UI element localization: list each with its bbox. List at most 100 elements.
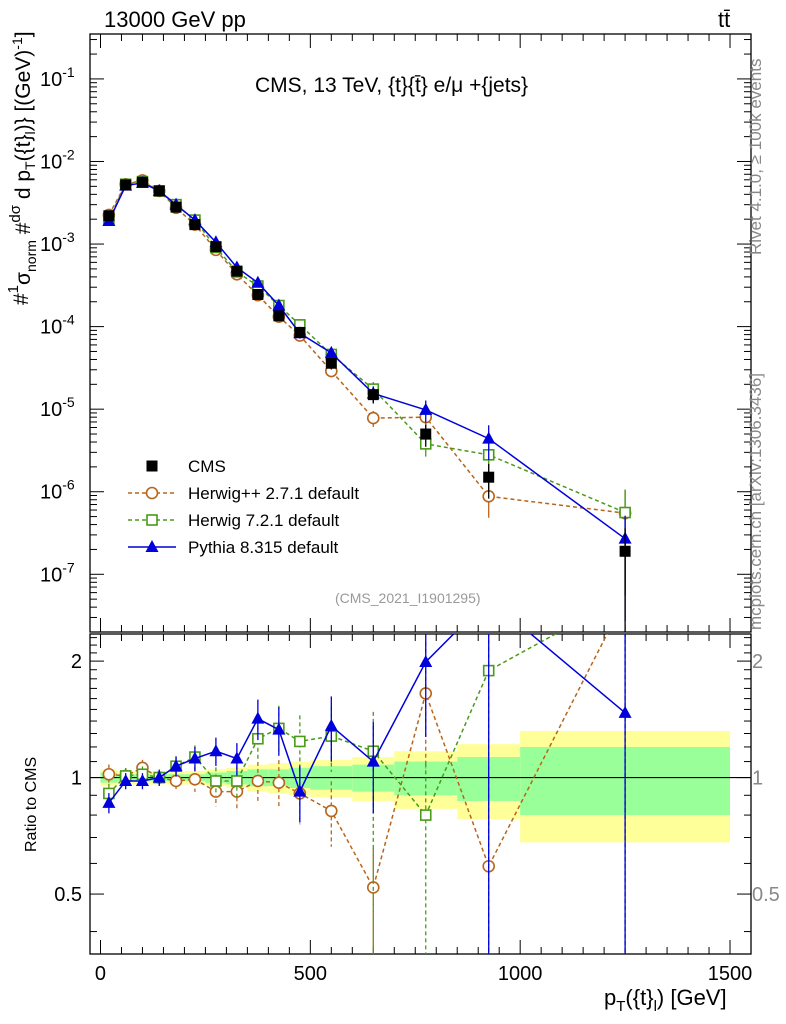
- marker-open-square: [419, 809, 432, 821]
- final-state-label: tt̄: [718, 7, 730, 32]
- main-y-axis-label: #1σnorm #dσ d pT({t}l)} [(GeV)-1]: [5, 31, 39, 305]
- marker-triangle: [618, 705, 632, 718]
- marker-square: [252, 288, 264, 300]
- marker-triangle: [251, 711, 265, 724]
- marker-triangle: [293, 784, 307, 797]
- y-label-dsigma: dσ: [7, 204, 24, 222]
- main-y-tick-label: 10-4: [40, 312, 75, 339]
- ratio-y-tick-label-right: 0.5: [752, 884, 780, 906]
- marker-square: [483, 471, 495, 483]
- ratio-line-herwigpp: [108, 634, 608, 890]
- marker-square: [273, 310, 285, 322]
- ratio-line-pythia: [108, 634, 626, 804]
- marker-open-circle: [251, 774, 265, 788]
- series-herwigpp: [102, 174, 632, 596]
- tick-exponent: -6: [62, 477, 75, 493]
- legend-label-herwig7: Herwig 7.2.1 default: [188, 511, 339, 530]
- x-label-t: T: [616, 998, 625, 1015]
- series-line-pythia: [108, 182, 626, 540]
- y-label-one: 1: [5, 285, 22, 293]
- x-tick-label: 0: [95, 963, 106, 985]
- marker-square: [189, 219, 201, 231]
- y-label-dpt: d p: [12, 170, 35, 205]
- main-y-tick-label: 10-3: [40, 229, 75, 256]
- analysis-id: (CMS_2021_I1901295): [335, 590, 481, 606]
- x-label-l: l: [654, 998, 657, 1015]
- marker-square: [420, 428, 432, 440]
- tick-base: 10: [40, 69, 62, 91]
- tick-exponent: -3: [62, 229, 75, 245]
- series-line-herwig7: [108, 180, 626, 514]
- ratio-y-tick-label: 0.5: [54, 884, 82, 906]
- marker-triangle: [230, 751, 244, 764]
- marker-open-circle: [325, 804, 338, 818]
- marker-square: [103, 210, 115, 222]
- axes: 0 500 1000 150010-110-210-310-410-510-610-7…: [40, 34, 780, 985]
- marker-square: [325, 357, 337, 369]
- tick-exponent: -7: [62, 559, 75, 575]
- marker-square: [170, 201, 182, 213]
- legend-label-cms: CMS: [188, 457, 226, 476]
- legend-label-herwigpp: Herwig++ 2.7.1 default: [188, 484, 359, 503]
- y-label-prefix: #: [10, 293, 33, 305]
- marker-triangle: [251, 275, 265, 288]
- marker-open-square: [210, 775, 222, 787]
- marker-triangle: [102, 795, 116, 808]
- x-axis-label: pT({t}l) [GeV]: [604, 985, 727, 1015]
- marker-open-circle: [102, 767, 116, 781]
- y-label-rest: ({t}: [12, 135, 35, 162]
- marker-triangle: [482, 431, 496, 444]
- marker-open-circle: [272, 776, 286, 789]
- marker-square: [146, 460, 158, 472]
- ratio-y-tick-label: 2: [71, 651, 82, 673]
- marker-square: [367, 389, 379, 401]
- ratio-line-herwig7: [108, 634, 557, 817]
- marker-triangle: [272, 722, 286, 735]
- marker-triangle: [324, 718, 338, 731]
- main-y-tick-label: 10-6: [40, 477, 75, 504]
- marker-triangle: [152, 770, 166, 783]
- main-y-tick-label: 10-1: [40, 64, 75, 91]
- tick-exponent: -4: [62, 312, 75, 328]
- marker-square: [619, 545, 631, 557]
- y-label-exp: -1: [9, 37, 25, 50]
- main-y-tick-label: 10-5: [40, 394, 75, 421]
- marker-open-square: [294, 735, 306, 748]
- y-label-sep: #: [12, 222, 35, 240]
- main-series-layer: [102, 174, 632, 632]
- y-label-units: )} [(GeV): [12, 50, 35, 132]
- tick-base: 10: [40, 564, 62, 586]
- marker-square: [153, 185, 165, 197]
- legend: CMS Herwig++ 2.7.1 default Herwig 7.2.1 de…: [128, 457, 359, 557]
- series-cms: [103, 176, 631, 632]
- marker-triangle: [419, 654, 433, 667]
- marker-triangle: [272, 298, 286, 311]
- tick-exponent: -5: [62, 394, 75, 410]
- marker-triangle: [324, 345, 338, 358]
- ratio-series-pythia: [102, 634, 632, 954]
- main-panel-frame: [89, 33, 752, 633]
- tick-base: 10: [40, 482, 62, 504]
- series-line-herwigpp: [108, 179, 626, 514]
- series-herwig7: [103, 175, 631, 596]
- ratio-y-tick-label-right: 2: [752, 651, 763, 673]
- y-label-norm: norm: [23, 240, 39, 272]
- marker-triangle: [188, 751, 202, 764]
- process-label: 13000 GeV pp: [104, 7, 246, 32]
- marker-triangle: [209, 744, 223, 757]
- side-label-mcplots: mcplots.cern.ch [arXiv:1306.3436]: [746, 373, 765, 630]
- marker-square: [294, 326, 306, 338]
- marker-triangle: [366, 754, 380, 767]
- tick-exponent: -1: [62, 64, 75, 80]
- marker-square: [231, 265, 243, 277]
- legend-label-pythia: Pythia 8.315 default: [188, 538, 339, 557]
- ratio-y-tick-label: 1: [71, 768, 82, 790]
- ratio-clipped-group: [102, 634, 632, 954]
- marker-open-circle: [366, 411, 380, 425]
- tick-exponent: -2: [62, 146, 75, 162]
- series-pythia: [102, 175, 632, 622]
- marker-square: [120, 179, 132, 191]
- side-label-rivet: Rivet 4.1.0, ≥ 100k events: [746, 59, 765, 255]
- x-label-p: p: [604, 985, 616, 1010]
